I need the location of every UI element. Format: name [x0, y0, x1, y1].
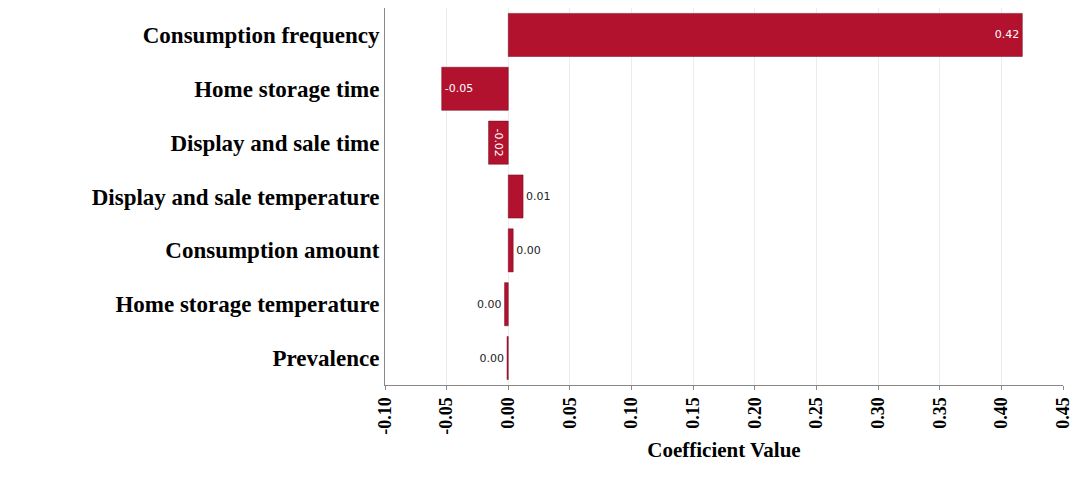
- svg-text:0.25: 0.25: [806, 397, 826, 429]
- svg-text:-0.10: -0.10: [375, 397, 395, 435]
- svg-text:Consumption frequency: Consumption frequency: [143, 23, 380, 48]
- svg-text:0.00: 0.00: [516, 244, 541, 257]
- svg-text:0.40: 0.40: [991, 397, 1011, 429]
- svg-text:0.01: 0.01: [526, 190, 551, 203]
- svg-text:Prevalence: Prevalence: [273, 346, 380, 371]
- svg-text:0.00: 0.00: [480, 352, 505, 365]
- svg-text:Consumption amount: Consumption amount: [165, 238, 379, 263]
- svg-text:0.00: 0.00: [498, 397, 518, 429]
- svg-text:0.20: 0.20: [745, 397, 765, 429]
- svg-text:0.10: 0.10: [621, 397, 641, 429]
- svg-text:Coefficient Value: Coefficient Value: [647, 438, 800, 462]
- svg-text:0.45: 0.45: [1053, 397, 1073, 429]
- svg-text:-0.02: -0.02: [492, 128, 505, 156]
- svg-text:Home storage temperature: Home storage temperature: [115, 292, 379, 317]
- svg-text:0.05: 0.05: [560, 397, 580, 429]
- svg-text:-0.05: -0.05: [445, 82, 473, 95]
- svg-text:Display and sale time: Display and sale time: [170, 131, 379, 156]
- svg-text:0.15: 0.15: [683, 397, 703, 429]
- svg-text:0.00: 0.00: [477, 298, 502, 311]
- svg-text:0.30: 0.30: [868, 397, 888, 429]
- svg-text:0.42: 0.42: [995, 28, 1020, 41]
- svg-text:0.35: 0.35: [930, 397, 950, 429]
- svg-text:Display and sale temperature: Display and sale temperature: [92, 185, 380, 210]
- svg-text:Home storage time: Home storage time: [194, 77, 379, 102]
- svg-text:-0.05: -0.05: [436, 397, 456, 435]
